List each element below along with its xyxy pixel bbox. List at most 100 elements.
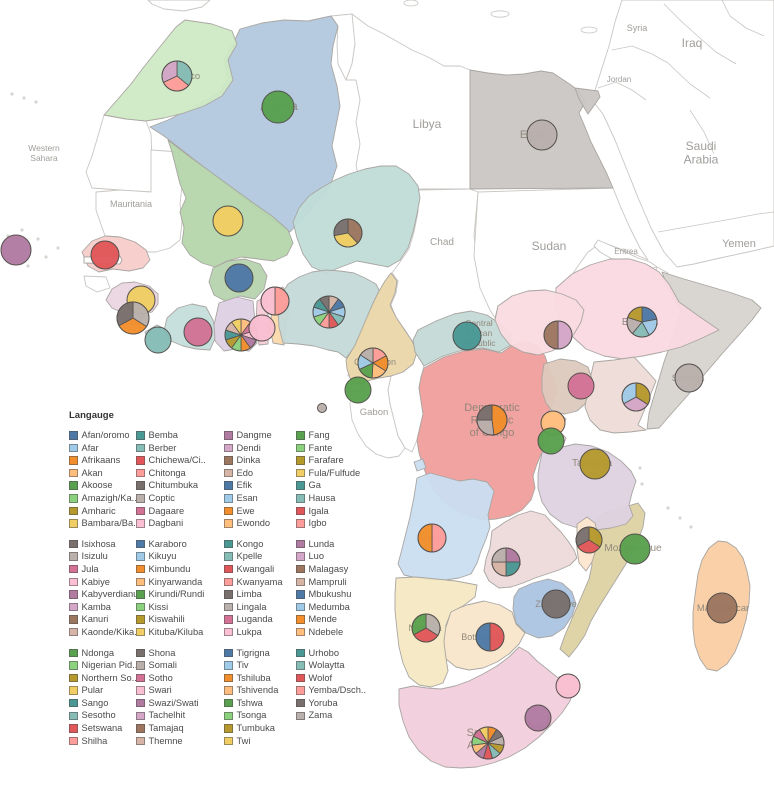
pie-marker-senegal[interactable] xyxy=(90,240,120,270)
legend-item-akoose[interactable]: Akoose xyxy=(69,479,139,492)
pie-marker-zambia[interactable] xyxy=(491,547,521,577)
legend-item-kituba-kiluba[interactable]: Kituba/Kiluba xyxy=(136,626,206,639)
legend-item-themne[interactable]: Themne xyxy=(136,735,206,748)
legend-item-akan[interactable]: Akan xyxy=(69,467,139,480)
pie-marker-cape-verde[interactable] xyxy=(0,234,32,266)
pie-marker-cameroon[interactable] xyxy=(357,347,389,379)
pie-marker-ethiopia[interactable] xyxy=(626,306,658,338)
legend-item-kinyarwanda[interactable]: Kinyarwanda xyxy=(136,576,206,589)
legend-item-bemba[interactable]: Bemba xyxy=(136,429,206,442)
pie-marker-mozambique[interactable] xyxy=(619,533,651,565)
country-tanzania[interactable] xyxy=(537,443,637,531)
legend-item-fula-fulfude[interactable]: Fula/Fulfude xyxy=(296,467,366,480)
legend-item-northern-so-[interactable]: Northern So.. xyxy=(69,672,139,685)
legend-item-luganda[interactable]: Luganda xyxy=(224,613,283,626)
legend-item-chichewa-ci-[interactable]: Chichewa/Ci.. xyxy=(136,454,206,467)
pie-marker-drc[interactable] xyxy=(476,404,508,436)
legend-item-tsonga[interactable]: Tsonga xyxy=(224,709,283,722)
legend-item-kwangali[interactable]: Kwangali xyxy=(224,563,283,576)
legend-item-karaboro[interactable]: Karaboro xyxy=(136,538,206,551)
pie-marker-mali[interactable] xyxy=(212,205,244,237)
pie-marker-togo[interactable] xyxy=(248,314,276,342)
legend-item-kpelle[interactable]: Kpelle xyxy=(224,550,283,563)
legend-item-ewe[interactable]: Ewe xyxy=(224,505,283,518)
legend-item-hausa[interactable]: Hausa xyxy=(296,492,366,505)
legend-item-somali[interactable]: Somali xyxy=(136,659,206,672)
legend-item-kimbundu[interactable]: Kimbundu xyxy=(136,563,206,576)
legend-item-kissi[interactable]: Kissi xyxy=(136,601,206,614)
legend-item-coptic[interactable]: Coptic xyxy=(136,492,206,505)
legend-item-kamba[interactable]: Kamba xyxy=(69,601,139,614)
legend-item-kanuri[interactable]: Kanuri xyxy=(69,613,139,626)
legend-item-limba[interactable]: Limba xyxy=(224,588,283,601)
pie-marker-madagascar[interactable] xyxy=(706,592,738,624)
legend-item-tshwa[interactable]: Tshwa xyxy=(224,697,283,710)
legend-item-ndebele[interactable]: Ndebele xyxy=(296,626,366,639)
legend-item-shilha[interactable]: Shilha xyxy=(69,735,139,748)
legend-item-farafare[interactable]: Farafare xyxy=(296,454,366,467)
legend-item-twi[interactable]: Twi xyxy=(224,735,283,748)
legend-item-isixhosa[interactable]: Isixhosa xyxy=(69,538,139,551)
legend-item-yemba-dsch-[interactable]: Yemba/Dsch.. xyxy=(296,684,366,697)
legend-item-amazigh-ka-[interactable]: Amazigh/Ka.. xyxy=(69,492,139,505)
country-angola[interactable] xyxy=(397,472,495,581)
legend-item-chitumbuka[interactable]: Chitumbuka xyxy=(136,479,206,492)
legend-item-wolaytta[interactable]: Wolaytta xyxy=(296,659,366,672)
legend-item-tachelhit[interactable]: Tachelhit xyxy=(136,709,206,722)
pie-marker-liberia[interactable] xyxy=(144,326,172,354)
pie-marker-south-africa[interactable] xyxy=(471,726,505,760)
legend-item-dinka[interactable]: Dinka xyxy=(224,454,283,467)
pie-marker-malawi[interactable] xyxy=(575,526,603,554)
legend-item-afrikaans[interactable]: Afrikaans xyxy=(69,454,139,467)
legend-item-urhobo[interactable]: Urhobo xyxy=(296,647,366,660)
legend-item-efik[interactable]: Efik xyxy=(224,479,283,492)
legend-item-malagasy[interactable]: Malagasy xyxy=(296,563,366,576)
legend-item-kiswahili[interactable]: Kiswahili xyxy=(136,613,206,626)
legend-item-mende[interactable]: Mende xyxy=(296,613,366,626)
legend-item-ewondo[interactable]: Ewondo xyxy=(224,517,283,530)
pie-marker-south-sudan[interactable] xyxy=(543,320,573,350)
legend-item-kabyverdianu[interactable]: Kabyverdianu xyxy=(69,588,139,601)
pie-marker-zimbabwe[interactable] xyxy=(541,589,571,619)
pie-marker-niger[interactable] xyxy=(333,218,363,248)
legend-item-mampruli[interactable]: Mampruli xyxy=(296,576,366,589)
pie-marker-namibia[interactable] xyxy=(411,613,441,643)
legend-item-berber[interactable]: Berber xyxy=(136,442,206,455)
legend-item-lukpa[interactable]: Lukpa xyxy=(224,626,283,639)
legend-item-swazi-swati[interactable]: Swazi/Swati xyxy=(136,697,206,710)
legend-item-sango[interactable]: Sango xyxy=(69,697,139,710)
legend-item-sesotho[interactable]: Sesotho xyxy=(69,709,139,722)
legend-item-kikuyu[interactable]: Kikuyu xyxy=(136,550,206,563)
legend-item-igala[interactable]: Igala xyxy=(296,505,366,518)
legend-item-sotho[interactable]: Sotho xyxy=(136,672,206,685)
legend-item-tshivenda[interactable]: Tshivenda xyxy=(224,684,283,697)
legend-item-edo[interactable]: Edo xyxy=(224,467,283,480)
legend-item-zama[interactable]: Zama xyxy=(296,709,366,722)
pie-marker-tanzania[interactable] xyxy=(579,448,611,480)
legend-item-lingala[interactable]: Lingala xyxy=(224,601,283,614)
legend-item-tamajaq[interactable]: Tamajaq xyxy=(136,722,206,735)
legend-item-isizulu[interactable]: Isizulu xyxy=(69,550,139,563)
legend-item-dangme[interactable]: Dangme xyxy=(224,429,283,442)
pie-marker-angola[interactable] xyxy=(417,523,447,553)
pie-marker-uganda[interactable] xyxy=(567,372,595,400)
legend-item-kabiye[interactable]: Kabiye xyxy=(69,576,139,589)
pie-marker-kenya[interactable] xyxy=(621,382,651,412)
legend-item-afar[interactable]: Afar xyxy=(69,442,139,455)
pie-marker-car[interactable] xyxy=(452,321,482,351)
legend-item-yoruba[interactable]: Yoruba xyxy=(296,697,366,710)
pie-marker-equatorial-guinea[interactable] xyxy=(344,376,372,404)
pie-marker-benin[interactable] xyxy=(260,286,290,316)
legend-item-fante[interactable]: Fante xyxy=(296,442,366,455)
legend-item-mbukushu[interactable]: Mbukushu xyxy=(296,588,366,601)
legend-item-jula[interactable]: Jula xyxy=(69,563,139,576)
pie-marker-cote-divoire[interactable] xyxy=(183,317,213,347)
pie-marker-sao-tome[interactable] xyxy=(317,403,327,413)
legend-item-fang[interactable]: Fang xyxy=(296,429,366,442)
legend-item-shona[interactable]: Shona xyxy=(136,647,206,660)
legend-item-tiv[interactable]: Tiv xyxy=(224,659,283,672)
country-mali[interactable] xyxy=(167,139,294,268)
legend-item-igbo[interactable]: Igbo xyxy=(296,517,366,530)
legend-item-chitonga[interactable]: Chitonga xyxy=(136,467,206,480)
legend-item-ga[interactable]: Ga xyxy=(296,479,366,492)
